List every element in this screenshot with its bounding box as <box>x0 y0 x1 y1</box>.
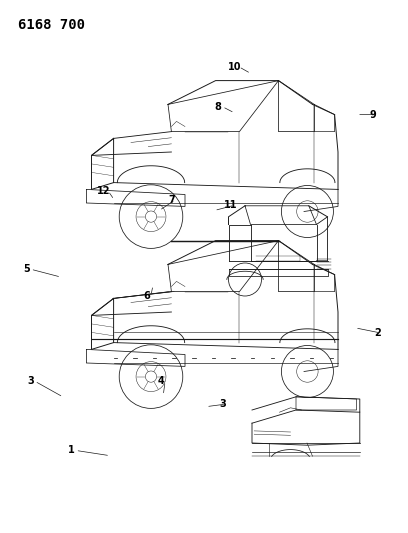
Text: 3: 3 <box>219 399 226 409</box>
Text: 7: 7 <box>168 195 175 205</box>
Text: 10: 10 <box>228 62 242 71</box>
Text: 6168 700: 6168 700 <box>18 18 85 32</box>
Text: 1: 1 <box>68 446 75 455</box>
Text: 12: 12 <box>97 186 111 196</box>
Text: 8: 8 <box>215 102 222 111</box>
Text: 5: 5 <box>23 264 30 274</box>
Text: 6: 6 <box>144 291 150 301</box>
Text: 4: 4 <box>158 376 164 386</box>
Text: 3: 3 <box>27 376 34 386</box>
Text: 2: 2 <box>374 328 381 338</box>
Text: 9: 9 <box>370 110 377 119</box>
Text: 11: 11 <box>224 200 237 210</box>
